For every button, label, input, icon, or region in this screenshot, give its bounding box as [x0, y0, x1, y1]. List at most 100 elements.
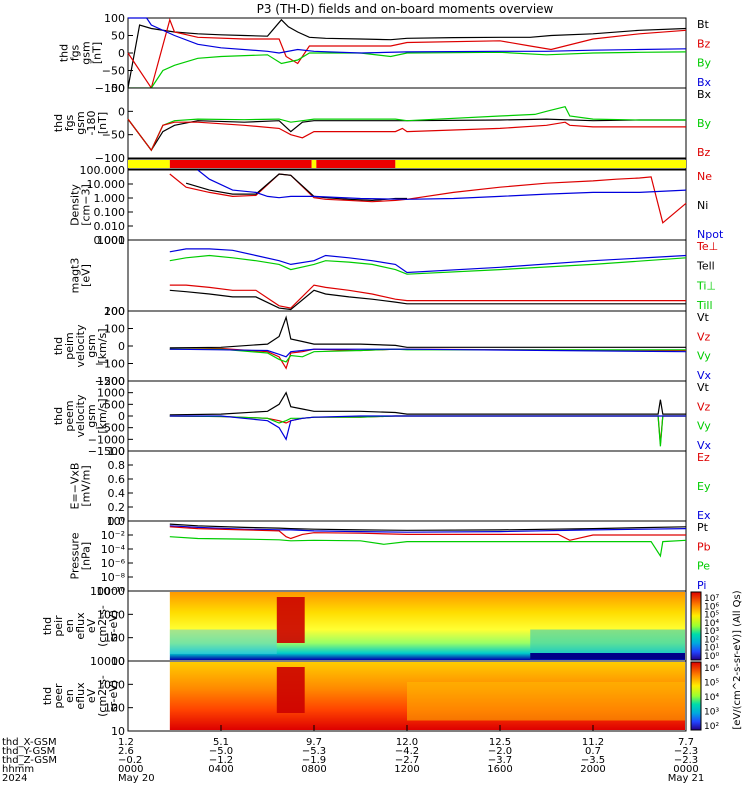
ephemeris-label: thd_Y-GSM	[2, 746, 55, 757]
series-line-pt	[169, 523, 687, 531]
y-tick-label: 1.0	[108, 445, 126, 458]
legend-till: Till	[696, 299, 713, 312]
y-axis-label: E=−VxB[mV/m]	[69, 463, 93, 510]
y-axis-label-line: gsm	[85, 404, 98, 427]
panel-9: 10000 1000 100 10 thdpeirenefluxeV(cm2-s-sr-…	[41, 585, 687, 668]
colorbar	[690, 591, 702, 661]
y-tick-label: −100	[95, 152, 125, 165]
y-axis-label-line: eV	[85, 618, 98, 633]
strip-segment	[128, 160, 170, 168]
y-axis-label-line: gsm	[74, 111, 87, 134]
ephemeris-value: 0000	[118, 764, 143, 775]
colorbar-tick-label: 10³	[704, 708, 719, 718]
y-axis-label-line: Density	[69, 184, 82, 226]
series-line-by	[128, 51, 687, 89]
legend-pi: Pi	[697, 579, 706, 592]
y-axis-label-line: velocity	[74, 324, 87, 367]
y-tick-label: 0	[118, 410, 125, 423]
y-tick-label: 0.010	[94, 220, 126, 233]
y-tick-label: −1000	[88, 433, 125, 446]
y-tick-label: 10000	[90, 585, 125, 598]
y-tick-label: 100	[104, 305, 125, 318]
ephemeris-value: 1.2	[118, 737, 134, 748]
y-axis-label: thdpeirenefluxeV(cm2-s-sr-eV)	[41, 605, 120, 647]
colorbar-tick-label: 10⁵	[704, 611, 719, 621]
y-tick-label: 10	[111, 655, 125, 668]
ephemeris-value: 9.7	[306, 737, 322, 748]
series-line-ti_perp	[169, 248, 687, 274]
ephemeris-value: 1200	[394, 764, 419, 775]
y-axis-label-line: thd	[41, 617, 54, 635]
y-axis-label-line: [nT]	[96, 112, 109, 134]
y-tick-label: 100	[104, 702, 125, 715]
heatmap-low-flux-early	[169, 629, 277, 654]
panel-4: 1000 100 magt3[eV] Te⊥ Tell Ti⊥ Till	[69, 234, 719, 318]
colorbar-tick-label: 10⁰	[704, 652, 719, 662]
legend-ex: Ex	[697, 509, 711, 522]
y-axis-label-line: eflux	[74, 682, 87, 710]
legend-ez: Ez	[697, 451, 710, 464]
y-axis-label-line: thd	[52, 337, 65, 355]
legend-vx: Vx	[697, 369, 712, 382]
y-axis-label-line: en	[63, 619, 76, 633]
y-tick-label: 10000	[90, 655, 125, 668]
y-axis-label-line: sr-eV)	[107, 680, 120, 712]
legend-te⊥: Te⊥	[696, 240, 718, 253]
ephemeris-label: thd_Z-GSM	[2, 755, 57, 766]
series-line-npot	[197, 169, 687, 200]
panel-frame	[127, 450, 687, 522]
panel-8: 10⁰10⁻²10⁻⁴10⁻⁶10⁻⁸10⁻¹⁰Pressure[nPa]PtP…	[69, 515, 711, 598]
y-tick-label: 0.8	[108, 459, 126, 472]
colorbar-tick-label: 10³	[704, 627, 719, 637]
ephemeris-value: 2000	[580, 764, 605, 775]
ephemeris-value: −2.3	[674, 746, 698, 757]
y-tick-label: 100	[104, 323, 125, 336]
colorbar-label: [eV/(cm^2-s-sr-eV)] (All Qs)	[732, 590, 743, 729]
y-tick-label: −100	[95, 358, 125, 371]
y-tick-label: 10⁻⁴	[101, 543, 126, 556]
y-tick-label: 1.000	[94, 192, 126, 205]
y-axis-label-line: peem	[63, 400, 76, 431]
legend-bx: Bx	[697, 76, 712, 89]
legend-bz: Bz	[697, 146, 711, 159]
series-line-bt	[127, 18, 687, 89]
y-axis-label-line: [nT]	[91, 42, 104, 64]
series-line-by	[127, 106, 686, 152]
y-tick-label: 10⁻⁸	[101, 571, 126, 584]
ephemeris-value: 7.7	[678, 737, 694, 748]
y-tick-label: −200	[95, 375, 125, 388]
series-line-bx	[127, 118, 686, 152]
y-axis-label: thdpeimvelocitygsm[km/s]	[52, 324, 109, 367]
heatmap-low-flux	[530, 629, 685, 658]
strip-segment	[169, 160, 312, 168]
y-axis-label-line: peer	[52, 683, 65, 709]
y-tick-label: 1000	[97, 608, 125, 621]
panel-3: 100.00010.0001.0000.1000.0100.001Density…	[69, 164, 724, 247]
y-tick-label: 10⁻⁶	[101, 557, 126, 570]
colorbar-tick-label: 10⁶	[704, 602, 719, 612]
y-axis-label-line: [cm−3]	[80, 184, 93, 226]
y-tick-label: 50	[111, 30, 125, 43]
legend-tell: Tell	[696, 260, 715, 273]
panel-10: 10000 1000 100 10 thdpeerenefluxeV(cm2-s-sr-…	[41, 655, 687, 738]
panel-7: 1.00.80.60.40.20.0 E=−VxB[mV/m] Ez Ey Ex	[69, 445, 711, 528]
ephemeris-value: −2.0	[488, 746, 512, 757]
y-axis-label-line: thd	[52, 407, 65, 425]
panel-5: 2001000−100−200thdpeimvelocitygsm[km/s]V…	[52, 305, 712, 388]
y-tick-label: 200	[104, 305, 125, 318]
y-tick-label: 0.0	[108, 515, 126, 528]
y-axis-label-line: gsm	[80, 41, 93, 64]
y-axis-label-line: [nPa]	[80, 542, 93, 570]
legend-bt: Bt	[697, 18, 710, 31]
y-tick-label: 10⁰	[107, 515, 126, 528]
y-axis-label: magt3[eV]	[69, 258, 93, 294]
ephemeris-value: −1.2	[209, 755, 233, 766]
y-tick-label: −1500	[88, 445, 125, 458]
panel-frame	[127, 169, 687, 241]
y-tick-label: 500	[104, 398, 125, 411]
y-tick-label: −500	[95, 422, 125, 435]
y-axis-label-line: velocity	[74, 394, 87, 437]
ephemeris-value: 11.2	[582, 737, 604, 748]
y-axis-label-line: fgs	[69, 44, 82, 61]
